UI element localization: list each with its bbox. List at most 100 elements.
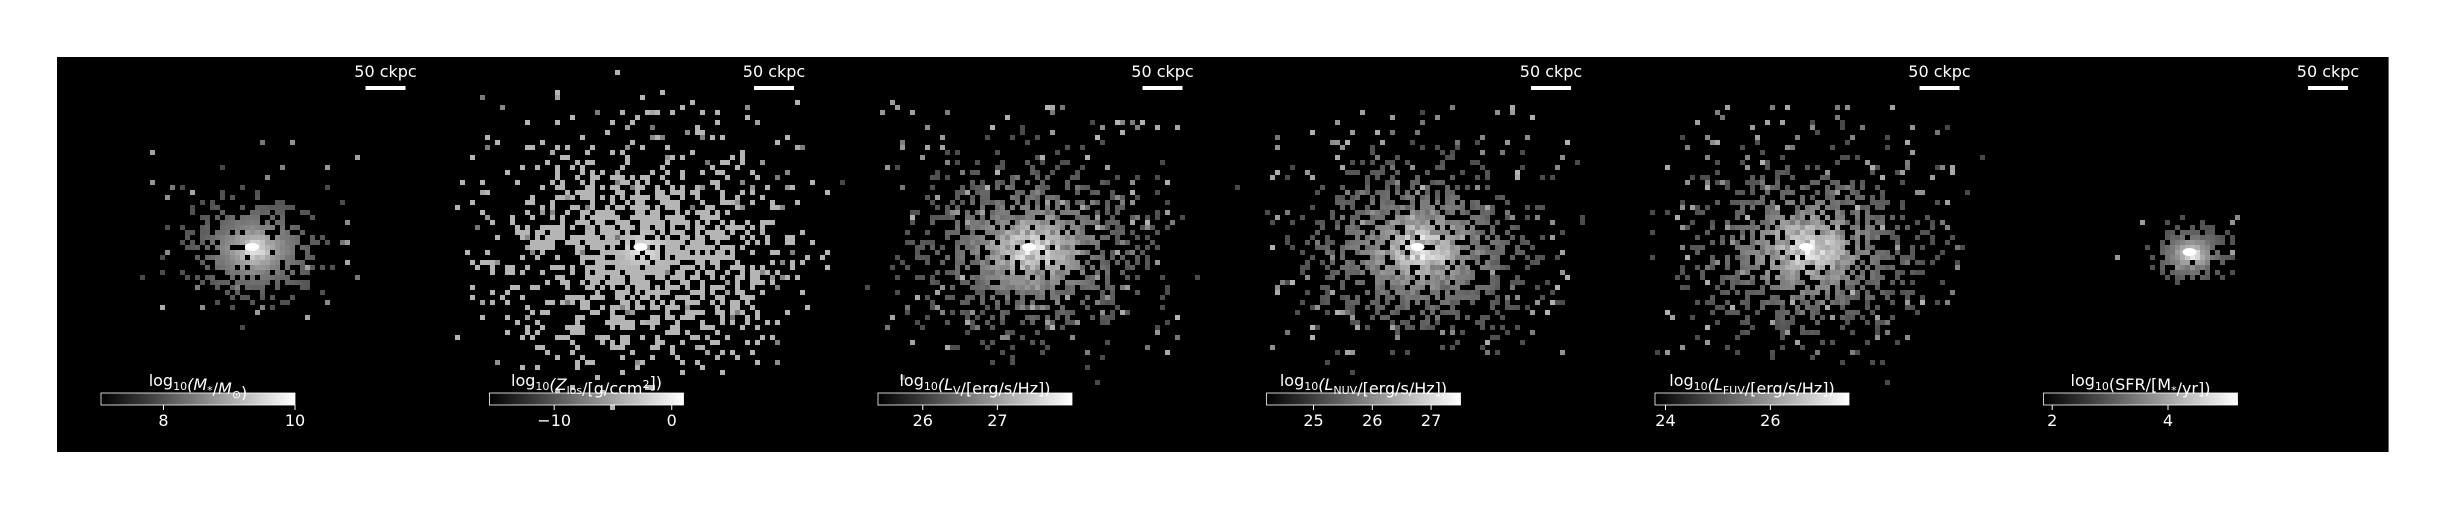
galaxy-pixel [1780,240,1785,245]
galaxy-pixel [535,245,540,250]
galaxy-pixel [230,240,235,245]
galaxy-pixel [1075,320,1080,325]
galaxy-pixel [865,285,870,290]
galaxy-pixel [535,320,540,325]
galaxy-pixel [280,230,285,235]
galaxy-pixel [620,225,625,230]
galaxy-pixel [1320,185,1325,190]
galaxy-pixel [1885,250,1890,255]
galaxy-pixel [1750,245,1755,250]
galaxy-pixel [1325,300,1330,305]
galaxy-pixel [975,260,980,265]
galaxy-pixel [1030,290,1035,295]
galaxy-pixel [525,235,530,240]
galaxy-pixel [720,235,725,240]
galaxy-pixel [2215,235,2220,240]
galaxy-pixel [1460,200,1465,205]
galaxy-pixel [1480,205,1485,210]
galaxy-pixel [180,185,185,190]
galaxy-pixel [985,285,990,290]
galaxy-pixel [1425,270,1430,275]
galaxy-pixel [2170,250,2175,255]
galaxy-pixel [740,245,745,250]
galaxy-pixel [680,190,685,195]
galaxy-pixel [1315,325,1320,330]
galaxy-pixel [225,260,230,265]
galaxy-pixel [1140,225,1145,230]
galaxy-pixel [1895,170,1900,175]
galaxy-pixel [1560,250,1565,255]
galaxy-pixel [1350,225,1355,230]
galaxy-pixel [980,300,985,305]
galaxy-pixel [575,190,580,195]
galaxy-pixel [205,215,210,220]
galaxy-pixel [790,235,795,240]
galaxy-pixel [615,205,620,210]
galaxy-pixel [1930,220,1935,225]
galaxy-pixel [1950,290,1955,295]
galaxy-pixel [1840,155,1845,160]
galaxy-pixel [940,135,945,140]
galaxy-pixel [925,195,930,200]
galaxy-pixel [675,305,680,310]
galaxy-pixel [595,335,600,340]
galaxy-pixel [1775,235,1780,240]
galaxy-pixel [540,240,545,245]
galaxy-pixel [1845,265,1850,270]
galaxy-pixel [980,210,985,215]
colorbar-tick-label: 24 [1655,411,1675,430]
galaxy-pixel [1470,215,1475,220]
galaxy-pixel [1120,230,1125,235]
galaxy-pixel [1370,220,1375,225]
galaxy-pixel [1365,205,1370,210]
galaxy-pixel [1855,350,1860,355]
galaxy-pixel [1875,230,1880,235]
galaxy-pixel [1920,245,1925,250]
galaxy-pixel [745,340,750,345]
galaxy-pixel [1710,310,1715,315]
galaxy-pixel [1765,210,1770,215]
galaxy-pixel [1470,160,1475,165]
galaxy-pixel [1075,215,1080,220]
galaxy-pixel [1790,275,1795,280]
galaxy-pixel [1090,240,1095,245]
galaxy-pixel [1740,210,1745,215]
galaxy-pixel [1000,210,1005,215]
galaxy-pixel [1025,200,1030,205]
galaxy-pixel [980,265,985,270]
galaxy-pixel [1855,240,1860,245]
galaxy-pixel [1440,215,1445,220]
galaxy-pixel [1730,285,1735,290]
galaxy-pixel [1460,230,1465,235]
galaxy-pixel [630,255,635,260]
galaxy-pixel [975,185,980,190]
galaxy-pixel [615,240,620,245]
galaxy-pixel [1305,275,1310,280]
galaxy-pixel [600,250,605,255]
galaxy-pixel [1020,240,1025,245]
galaxy-pixel [1515,175,1520,180]
galaxy-pixel [1495,285,1500,290]
galaxy-pixel [1435,195,1440,200]
galaxy-pixel [1870,200,1875,205]
galaxy-pixel [655,195,660,200]
galaxy-pixel [1380,170,1385,175]
galaxy-pixel [635,205,640,210]
galaxy-pixel [195,255,200,260]
galaxy-pixel [695,225,700,230]
galaxy-pixel [1900,280,1905,285]
galaxy-pixel [990,215,995,220]
galaxy-pixel [960,310,965,315]
galaxy-pixel [950,345,955,350]
galaxy-pixel [500,105,505,110]
galaxy-pixel [190,205,195,210]
galaxy-pixel [1465,280,1470,285]
galaxy-pixel [955,245,960,250]
galaxy-pixel [1065,320,1070,325]
galaxy-pixel [590,145,595,150]
galaxy-pixel [1695,205,1700,210]
galaxy-pixel [1450,260,1455,265]
galaxy-pixel [730,200,735,205]
galaxy-pixel [685,330,690,335]
galaxy-pixel [1315,240,1320,245]
